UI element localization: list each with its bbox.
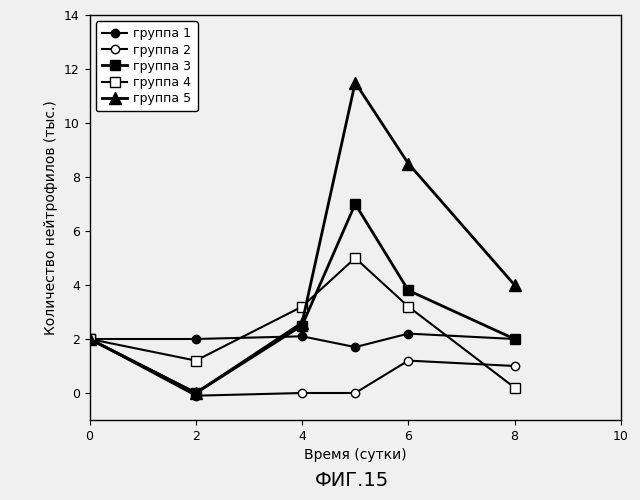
группа 2 (404, 358, 412, 364)
группа 5 (298, 320, 306, 326)
группа 3 (192, 390, 200, 396)
группа 3 (351, 201, 359, 207)
Line: группа 5: группа 5 (84, 77, 520, 398)
группа 2 (86, 336, 93, 342)
группа 1 (404, 330, 412, 336)
Line: группа 1: группа 1 (85, 330, 519, 351)
группа 3 (298, 322, 306, 328)
Text: ФИГ.15: ФИГ.15 (315, 471, 389, 490)
X-axis label: Время (сутки): Время (сутки) (304, 448, 406, 462)
группа 2 (511, 363, 518, 369)
Line: группа 3: группа 3 (84, 199, 520, 398)
Line: группа 4: группа 4 (84, 253, 520, 392)
группа 2 (192, 392, 200, 398)
группа 2 (298, 390, 306, 396)
группа 4 (298, 304, 306, 310)
группа 4 (192, 358, 200, 364)
Legend: группа 1, группа 2, группа 3, группа 4, группа 5: группа 1, группа 2, группа 3, группа 4, … (96, 21, 198, 112)
группа 4 (86, 336, 93, 342)
группа 4 (511, 384, 518, 390)
группа 3 (404, 288, 412, 294)
группа 2 (351, 390, 359, 396)
группа 5 (192, 390, 200, 396)
группа 1 (351, 344, 359, 350)
Line: группа 2: группа 2 (85, 335, 519, 400)
группа 5 (511, 282, 518, 288)
группа 3 (86, 336, 93, 342)
группа 1 (86, 336, 93, 342)
группа 3 (511, 336, 518, 342)
группа 5 (351, 80, 359, 86)
группа 4 (404, 304, 412, 310)
группа 1 (192, 336, 200, 342)
группа 5 (86, 336, 93, 342)
группа 1 (511, 336, 518, 342)
группа 4 (351, 255, 359, 261)
группа 5 (404, 160, 412, 166)
Y-axis label: Количество нейтрофилов (тыс.): Количество нейтрофилов (тыс.) (44, 100, 58, 335)
группа 1 (298, 334, 306, 340)
